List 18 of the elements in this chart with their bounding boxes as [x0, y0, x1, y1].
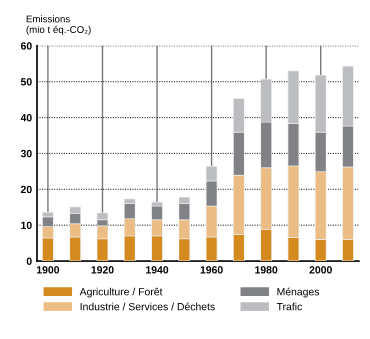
x-tick-label: 1980: [255, 266, 278, 274]
y-tick-label: 30: [20, 150, 32, 158]
y-tick-label: 40: [20, 114, 32, 122]
y-tick-label: 10: [21, 222, 32, 230]
y-tick-label: 20: [20, 186, 32, 194]
y-tick-label: 50: [20, 78, 32, 86]
x-tick-label: 1900: [36, 266, 60, 274]
x-tick-label: 1940: [146, 266, 168, 274]
x-tick-label: 1920: [92, 266, 114, 274]
y-tick-label: 0: [26, 258, 32, 265]
legend-label: Trafic: [276, 302, 302, 310]
legend-label: Ménages: [277, 288, 320, 298]
x-tick-label: 2000: [309, 266, 332, 274]
legend-label: Agriculture / Forêt: [80, 288, 162, 298]
x-tick-label: 1960: [200, 266, 223, 274]
y-tick-label: 60: [20, 42, 32, 50]
y-axis-title: Emissions (mio t éq.-CO₂): [26, 15, 91, 35]
legend-label: Industrie / Services / Déchets: [80, 302, 215, 310]
